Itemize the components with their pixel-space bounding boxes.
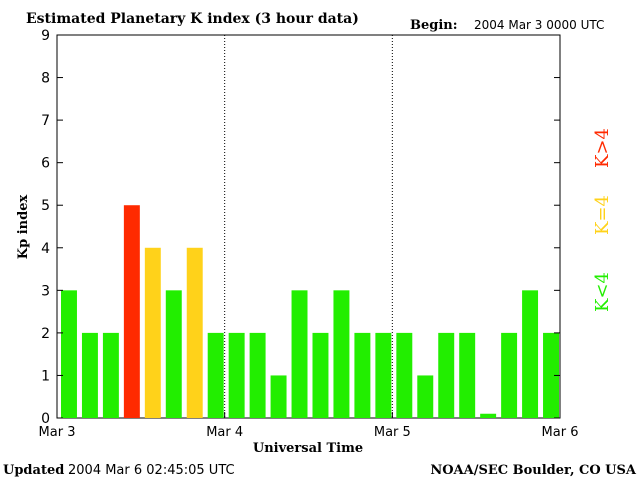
x-tick-label: Mar 3: [39, 425, 76, 440]
kp-bar: [333, 290, 350, 418]
updated-label: Updated: [3, 463, 64, 478]
begin-label: Begin:: [410, 18, 458, 33]
kp-bar: [228, 332, 245, 418]
kp-bar: [354, 332, 371, 418]
kp-bar: [291, 290, 308, 418]
updated-value: 2004 Mar 6 02:45:05 UTC: [68, 463, 235, 478]
kp-bar: [249, 332, 266, 418]
x-axis-label: Universal Time: [253, 441, 363, 456]
x-axis-ticks: Mar 3 Mar 4 Mar 5 Mar 6: [39, 412, 579, 440]
kp-bar: [102, 332, 119, 418]
kp-bar: [375, 332, 392, 418]
y-tick-label: 7: [41, 113, 50, 129]
y-tick-label: 2: [41, 326, 50, 342]
kp-bar: [81, 332, 98, 418]
legend-k-equal-4: K=4: [592, 195, 613, 235]
plot-frame: [56, 34, 561, 419]
kp-bar: [123, 205, 140, 418]
begin-value: 2004 Mar 3 0000 UTC: [474, 18, 604, 32]
kp-bar: [270, 375, 287, 418]
kp-bar: [543, 332, 559, 418]
y-tick-label: 8: [41, 71, 50, 87]
chart-title: Estimated Planetary K index (3 hour data…: [26, 11, 359, 27]
kp-bar: [312, 332, 329, 418]
kp-bar: [396, 332, 413, 418]
kp-bar: [144, 247, 161, 418]
kp-bar: [165, 290, 182, 418]
kp-bar: [522, 290, 539, 418]
legend-k-greater-4: K>4: [592, 128, 613, 168]
kp-bar: [417, 375, 434, 418]
x-tick-label: Mar 6: [542, 425, 579, 440]
kp-bar: [186, 247, 203, 418]
kp-bar: [501, 332, 518, 418]
kp-bar: [438, 332, 455, 418]
y-axis-ticks: 0 1 2 3 4 5 6 7 8 9: [41, 28, 560, 427]
kp-bar: [61, 290, 77, 418]
y-tick-label: 4: [41, 241, 50, 257]
legend-k-less-4: K<4: [592, 272, 613, 312]
y-tick-label: 9: [41, 28, 50, 44]
kp-bar: [207, 332, 224, 418]
day-dividers: [224, 35, 393, 418]
y-tick-label: 6: [41, 156, 50, 172]
x-tick-label: Mar 4: [206, 425, 243, 440]
bars: [61, 205, 559, 418]
source-credit: NOAA/SEC Boulder, CO USA: [430, 463, 637, 478]
kp-bar: [459, 332, 476, 418]
y-tick-label: 3: [41, 283, 50, 299]
x-tick-label: Mar 5: [374, 425, 411, 440]
y-tick-label: 1: [41, 368, 50, 384]
y-tick-label: 0: [41, 411, 50, 427]
y-tick-label: 5: [41, 198, 50, 214]
kp-bar: [480, 413, 497, 418]
y-axis-label: Kp index: [16, 195, 31, 260]
